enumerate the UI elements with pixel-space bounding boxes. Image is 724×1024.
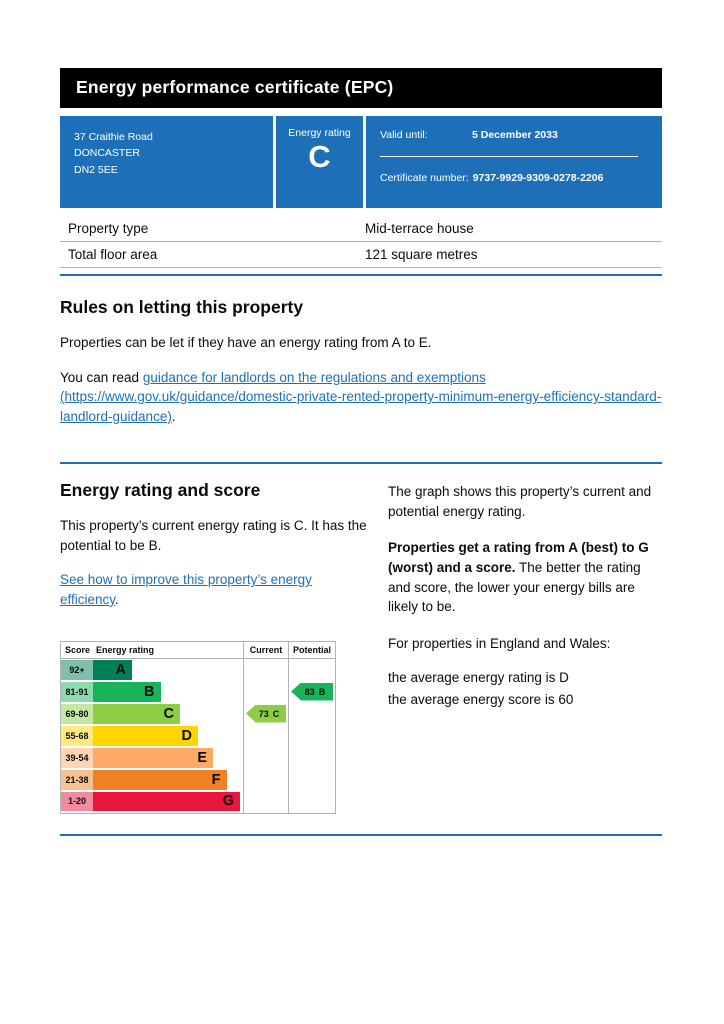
improve-link-suffix: . [115,591,119,607]
band-score-d: 55-68 [61,725,93,746]
band-row-a: 92+ A [61,658,335,681]
certificate-number-label: Certificate number: [380,172,469,184]
floor-area-label: Total floor area [68,247,158,262]
average-rating-line: the average energy rating is D [388,670,569,686]
rating-section-right-column: The graph shows this property’s current … [388,480,662,813]
current-score: 73 [258,708,269,719]
band-bar-a: A [93,659,132,680]
letting-rules-paragraph: Properties can be let if they have an en… [60,335,432,350]
band-score-f: 21-38 [61,769,93,790]
rating-section-heading: Energy rating and score [60,480,261,501]
energy-rating-value: C [308,139,331,174]
section-divider-bottom [60,833,662,836]
rules-section-heading: Rules on letting this property [60,297,304,317]
rating-explanation-bold: Properties get a rating from A (best) to… [388,540,649,575]
valid-until-label: Valid until: [380,129,428,141]
page-title: Energy performance certificate (EPC) [76,77,394,97]
energy-rating-chart: Score Energy rating Current Potential 92… [60,640,336,814]
chart-header-score: Score [65,644,91,655]
band-row-d: 55-68 D [61,724,335,747]
address-line-3: DN2 5EE [74,163,118,176]
chart-header-rating: Energy rating [96,644,155,655]
energy-rating-badge: Energy rating C [276,116,363,208]
england-wales-paragraph: For properties in England and Wales: [388,635,611,651]
band-bar-f: F [93,769,227,790]
band-score-b: 81-91 [61,681,93,702]
band-letter-c: C [163,705,174,722]
address-line-1: 37 Craithie Road [74,131,153,143]
rating-section-left-column: Energy rating and score This property’s … [60,480,368,814]
current-rating-paragraph: This property’s current energy rating is… [60,518,367,553]
band-letter-e: E [197,749,207,766]
band-bar-g: G [93,791,240,811]
landlord-guidance-link[interactable]: guidance for landlords on the regulation… [60,369,662,424]
band-letter-b: B [144,683,155,700]
band-letter-g: G [222,793,234,809]
guidance-text-suffix: . [171,408,176,424]
table-row: Total floor area 121 square metres [60,242,662,268]
band-bar-d: D [93,725,198,746]
table-end-rule [60,274,662,276]
guidance-text-prefix: You can read [60,369,143,385]
certificate-number-row: Certificate number: 9737-9929-9309-0278-… [380,172,638,184]
band-row-b: 81-91 B 83 B [61,680,335,703]
average-score-line: the average energy score is 60 [388,691,574,707]
band-score-c: 69-80 [61,703,93,724]
band-score-e: 39-54 [61,747,93,768]
property-address: 37 Craithie Road DONCASTER DN2 5EE [60,116,273,208]
improve-link-paragraph: See how to improve this property’s energ… [60,570,368,609]
band-row-f: 21-38 F [61,768,335,791]
valid-until-value: 5 December 2033 [472,129,558,141]
valid-until-divider [380,156,638,157]
current-letter: C [272,708,280,719]
certificate-number-value: 9737-9929-9309-0278-2206 [472,172,604,184]
address-line-2: DONCASTER [74,147,140,160]
band-bar-c: C [93,703,180,724]
band-letter-a: A [115,661,126,678]
table-row: Property type Mid-terrace house [60,216,662,242]
rating-section: Energy rating and score This property’s … [60,480,662,814]
band-row-c: 69-80 C 73 C [61,702,335,725]
potential-score: 83 [304,686,315,697]
band-row-e: 39-54 E [61,746,335,769]
rating-explanation-rest: The better the rating and score, the low… [388,559,641,615]
improve-efficiency-link[interactable]: See how to improve this property’s energ… [60,572,312,607]
chart-header-current: Current [243,641,288,658]
graph-description-paragraph: The graph shows this property’s current … [388,484,652,519]
section-divider-top [60,462,662,465]
band-bar-e: E [93,747,213,768]
current-rating-pointer: 73 C [246,704,286,723]
band-row-g: 1-20 G [61,790,335,813]
certificate-summary-box: 37 Craithie Road DONCASTER DN2 5EE Energ… [60,116,662,208]
document-header: Energy performance certificate (EPC) [60,68,662,108]
band-letter-f: F [211,771,221,788]
potential-rating-pointer: 83 B [291,682,333,701]
band-bar-b: B [93,681,161,702]
epc-document: Energy performance certificate (EPC) 37 … [60,68,662,836]
floor-area-value: 121 square metres [365,247,478,262]
valid-until-row: Valid until: 5 December 2033 [380,129,638,141]
property-type-value: Mid-terrace house [365,221,474,236]
band-letter-d: D [181,727,192,744]
rating-explanation-paragraph: Properties get a rating from A (best) to… [388,538,662,616]
chart-header-row: Score Energy rating Current Potential [61,641,335,659]
potential-letter: B [318,686,326,697]
property-type-label: Property type [68,221,149,236]
validity-panel: Valid until: 5 December 2033 Certificate… [366,116,662,208]
band-score-a: 92+ [61,659,93,680]
chart-header-potential: Potential [288,641,335,658]
landlord-guidance-paragraph: You can read guidance for landlords on t… [60,368,662,427]
energy-rating-label: Energy rating [288,127,351,139]
band-score-g: 1-20 [61,791,93,811]
property-details-table: Property type Mid-terrace house Total fl… [60,216,662,276]
